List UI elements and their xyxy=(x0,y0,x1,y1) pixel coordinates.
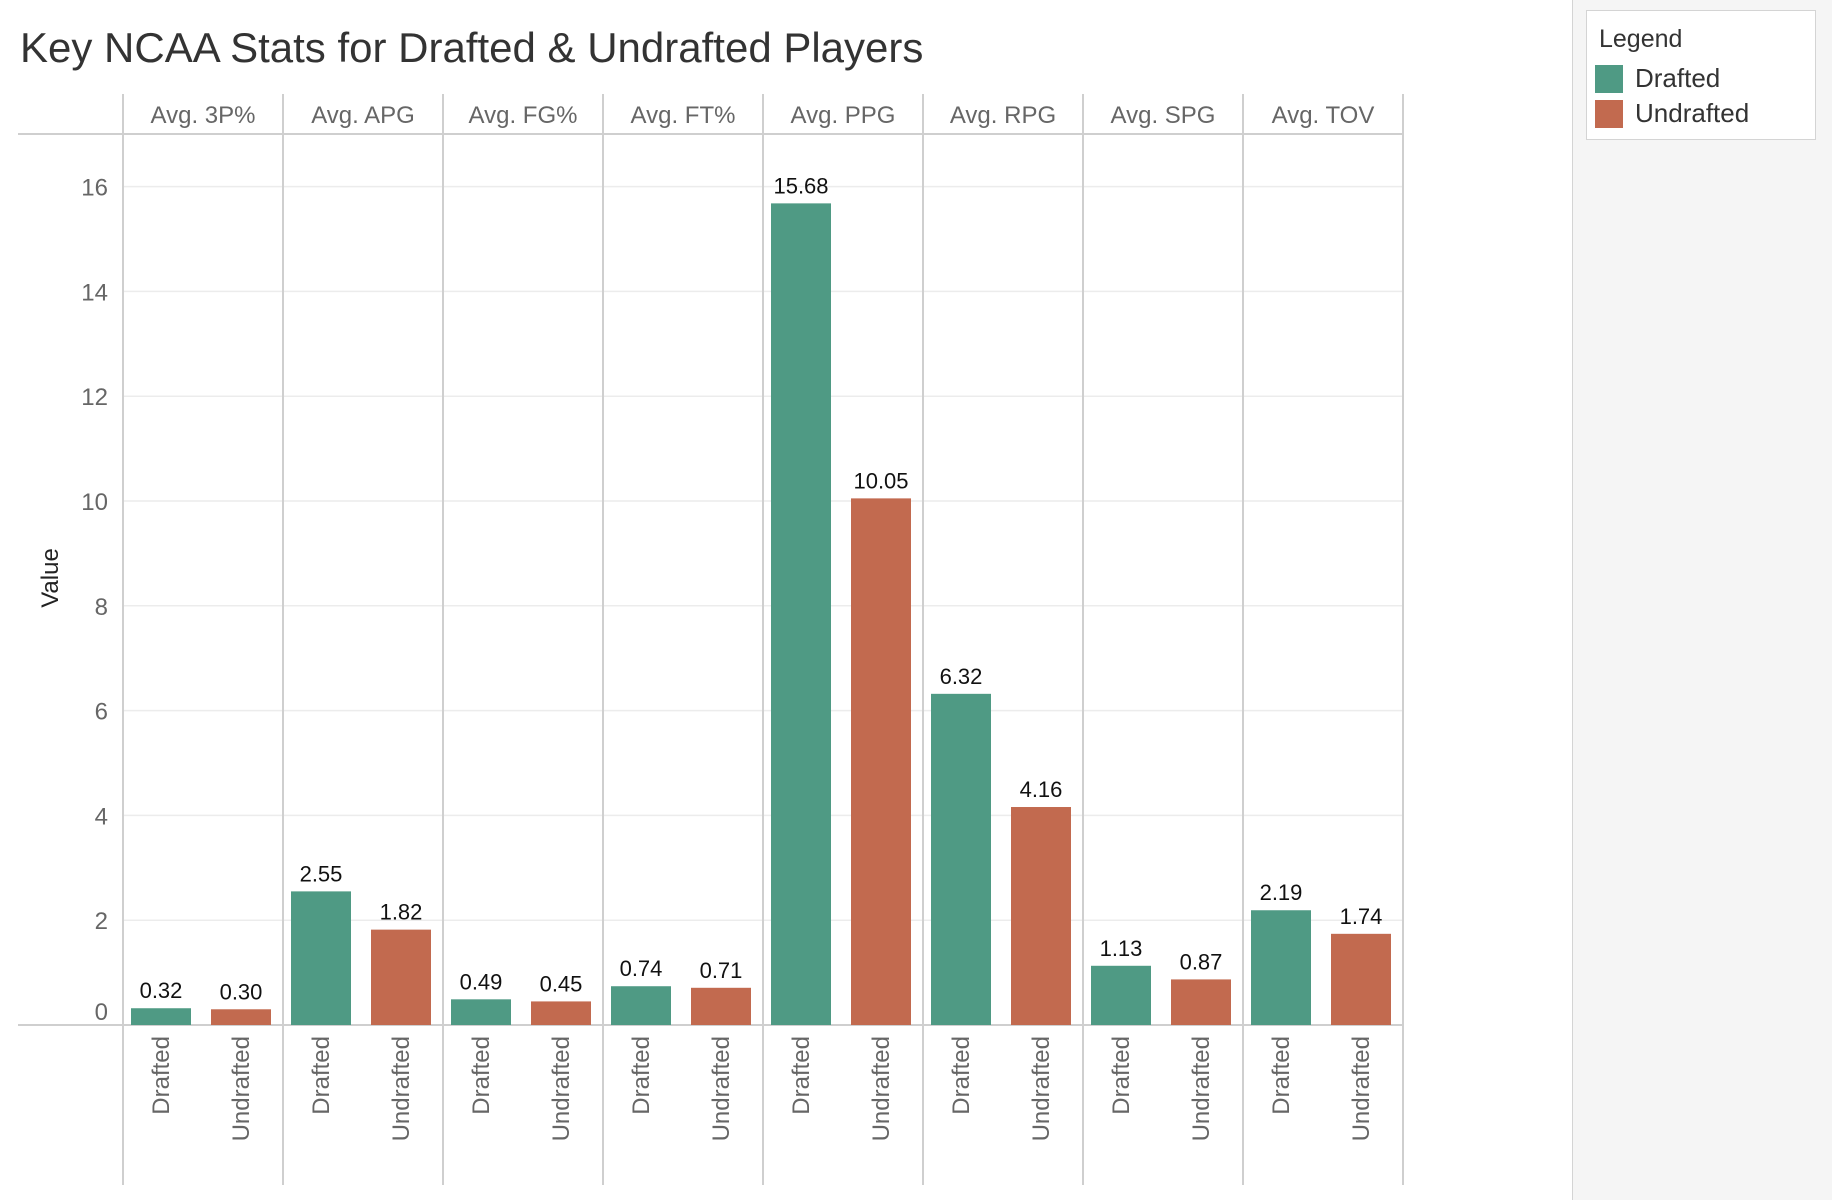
x-category-label: Undrafted xyxy=(1188,1036,1215,1141)
data-label: 2.19 xyxy=(1260,880,1303,905)
x-category-label: Undrafted xyxy=(1348,1036,1375,1141)
panel-header: Avg. PPG xyxy=(791,102,896,129)
y-tick-label: 0 xyxy=(95,999,108,1026)
data-label: 10.05 xyxy=(853,468,908,493)
y-tick-label: 2 xyxy=(95,908,108,935)
x-category-label: Undrafted xyxy=(548,1036,575,1141)
bar-undrafted[interactable] xyxy=(211,1009,271,1025)
bar-undrafted[interactable] xyxy=(851,498,911,1025)
x-category-label: Drafted xyxy=(628,1036,655,1115)
x-category-label: Undrafted xyxy=(868,1036,895,1141)
data-label: 6.32 xyxy=(940,664,983,689)
bar-undrafted[interactable] xyxy=(691,987,751,1025)
data-label: 1.74 xyxy=(1340,904,1383,929)
side-panel xyxy=(1572,0,1832,1200)
bar-undrafted[interactable] xyxy=(371,929,431,1025)
bar-drafted[interactable] xyxy=(131,1008,191,1025)
frame-layer xyxy=(18,94,1404,1185)
data-label: 2.55 xyxy=(300,861,343,886)
x-category-label: Undrafted xyxy=(1028,1036,1055,1141)
chart-title: Key NCAA Stats for Drafted & Undrafted P… xyxy=(20,24,923,71)
panel-header: Avg. FG% xyxy=(469,102,578,129)
data-labels: 0.32 0.30 2.55 1.82 0.49 0.45 0.74 0.71 15.68 10.… xyxy=(140,173,1383,1004)
bars xyxy=(131,203,1391,1026)
panel-headers: Avg. 3P% Avg. APG Avg. FG% Avg. FT% Avg. PPG… xyxy=(151,102,1375,129)
bar-drafted[interactable] xyxy=(931,693,991,1025)
bar-undrafted[interactable] xyxy=(1011,807,1071,1025)
data-label: 4.16 xyxy=(1020,777,1063,802)
x-category-label: Undrafted xyxy=(388,1036,415,1141)
bar-drafted[interactable] xyxy=(1091,965,1151,1025)
panel-header: Avg. FT% xyxy=(631,102,736,129)
panel-header: Avg. APG xyxy=(311,102,415,129)
y-tick-label: 12 xyxy=(81,384,108,411)
x-category-label: Undrafted xyxy=(228,1036,255,1141)
data-label: 0.32 xyxy=(140,978,183,1003)
x-category-label: Undrafted xyxy=(708,1036,735,1141)
panel-header: Avg. TOV xyxy=(1272,102,1375,129)
bar-drafted[interactable] xyxy=(291,891,351,1025)
data-label: 0.30 xyxy=(220,979,263,1004)
legend-label-drafted: Drafted xyxy=(1635,63,1721,93)
data-label: 0.45 xyxy=(540,971,583,996)
x-category-label: Drafted xyxy=(948,1036,975,1115)
bar-undrafted[interactable] xyxy=(1171,979,1231,1025)
panel-header: Avg. RPG xyxy=(950,102,1056,129)
x-category-label: Drafted xyxy=(1268,1036,1295,1115)
panel-header: Avg. SPG xyxy=(1111,102,1216,129)
bar-drafted[interactable] xyxy=(611,986,671,1025)
legend-label-undrafted: Undrafted xyxy=(1635,98,1750,128)
y-tick-label: 10 xyxy=(81,489,108,516)
y-tick-label: 16 xyxy=(81,175,108,202)
data-label: 0.87 xyxy=(1180,949,1223,974)
bar-undrafted[interactable] xyxy=(531,1001,591,1025)
bar-drafted[interactable] xyxy=(1251,910,1311,1025)
data-label: 0.49 xyxy=(460,969,503,994)
bar-drafted[interactable] xyxy=(771,203,831,1026)
data-label: 15.68 xyxy=(773,173,828,198)
bar-undrafted[interactable] xyxy=(1331,933,1391,1025)
data-label: 0.71 xyxy=(700,958,743,983)
legend: Legend Drafted Undrafted xyxy=(1586,10,1816,140)
y-tick-label: 14 xyxy=(81,279,108,306)
x-category-label: Drafted xyxy=(1108,1036,1135,1115)
y-tick-label: 8 xyxy=(95,594,108,621)
y-tick-label: 4 xyxy=(95,803,108,830)
x-axis-category-labels: Drafted Undrafted Drafted Undrafted Drafted U… xyxy=(148,1036,1375,1141)
y-axis: 0 2 4 6 8 10 12 14 16 xyxy=(81,175,108,1026)
data-label: 1.13 xyxy=(1100,936,1143,961)
panel-header: Avg. 3P% xyxy=(151,102,256,129)
y-axis-label: Value xyxy=(37,548,64,608)
bar-drafted[interactable] xyxy=(451,999,511,1025)
legend-title: Legend xyxy=(1599,25,1683,53)
x-category-label: Drafted xyxy=(308,1036,335,1115)
x-category-label: Drafted xyxy=(788,1036,815,1115)
legend-swatch-drafted xyxy=(1595,65,1623,93)
x-category-label: Drafted xyxy=(468,1036,495,1115)
y-tick-label: 6 xyxy=(95,699,108,726)
x-category-label: Drafted xyxy=(148,1036,175,1115)
data-label: 0.74 xyxy=(620,956,663,981)
legend-swatch-undrafted xyxy=(1595,100,1623,128)
data-label: 1.82 xyxy=(380,900,423,925)
